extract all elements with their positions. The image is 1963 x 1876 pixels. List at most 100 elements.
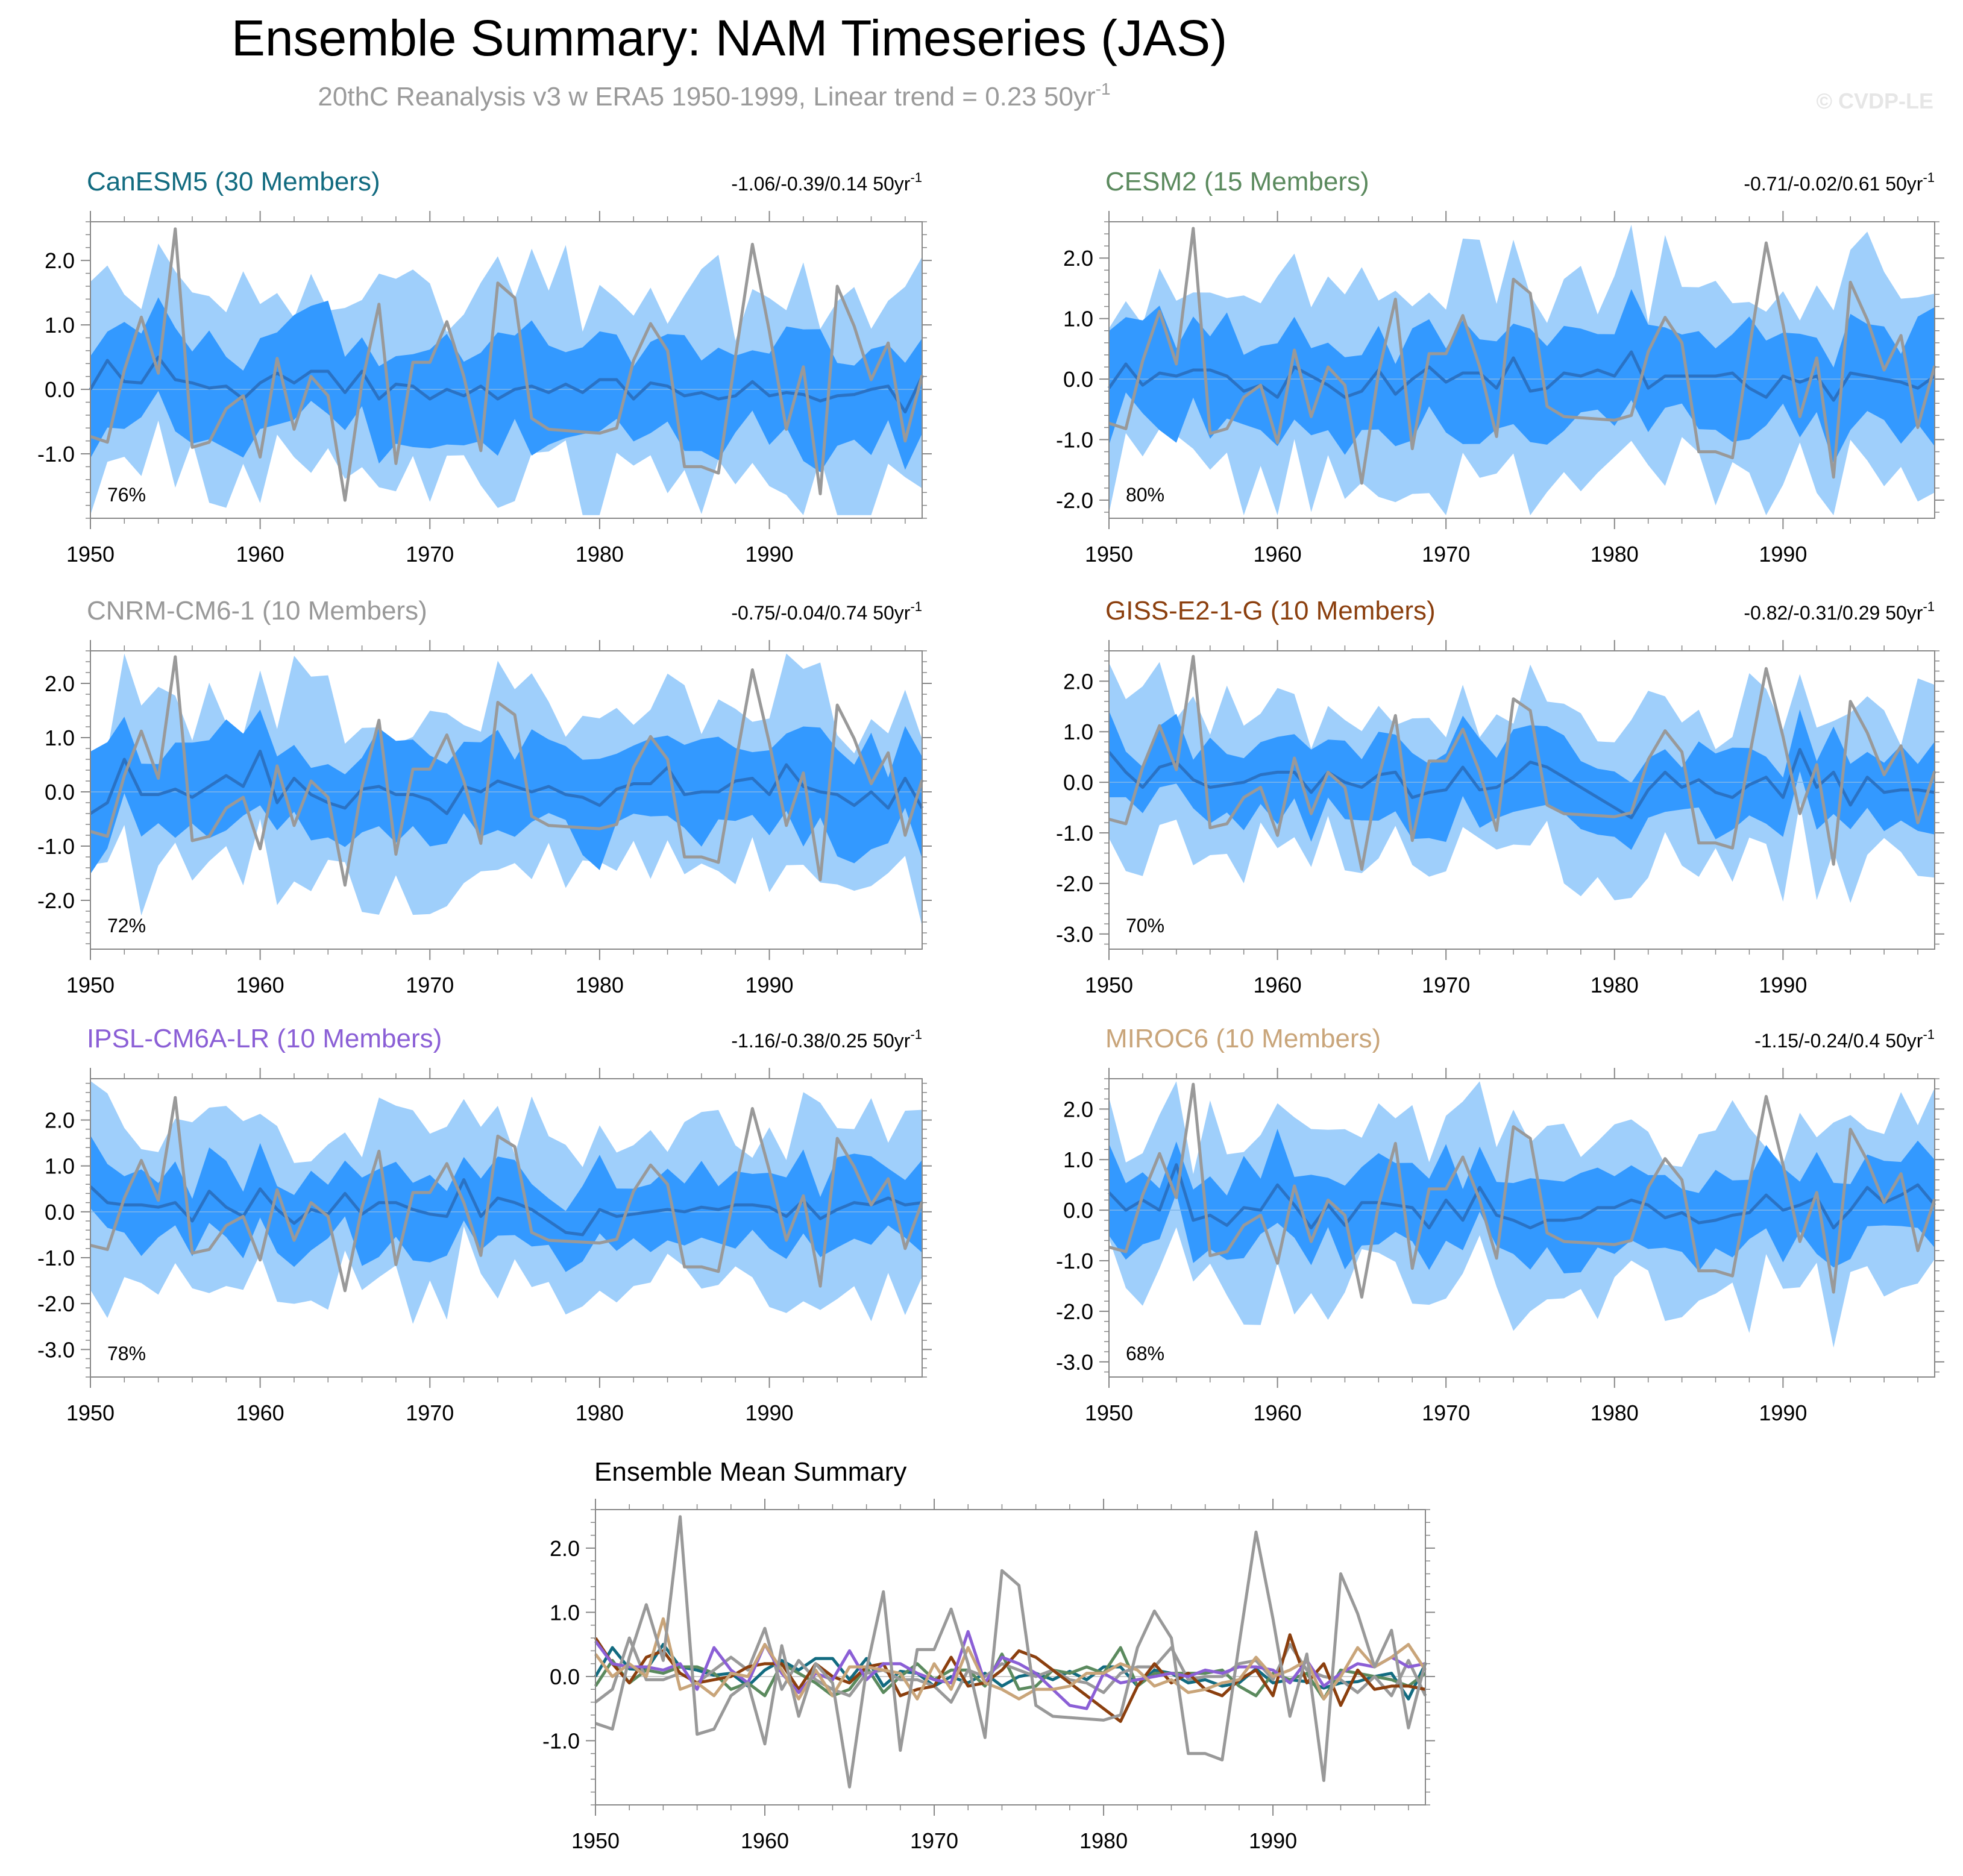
y-tick-label: -1.0 xyxy=(37,834,75,859)
panel-title: Ensemble Mean Summary xyxy=(594,1457,906,1487)
observed-line xyxy=(90,227,924,502)
x-tick-label: 1960 xyxy=(236,542,284,566)
figure-subtitle: 20thC Reanalysis v3 w ERA5 1950-1999, Li… xyxy=(318,80,1110,111)
y-tick-label: 0.0 xyxy=(1063,1198,1093,1223)
percent-label: 68% xyxy=(1126,1343,1164,1364)
x-tick-label: 1990 xyxy=(745,973,793,997)
ensemble-mean-line xyxy=(1108,1163,1936,1229)
watermark: © CVDP-LE xyxy=(1816,89,1933,113)
observed-line xyxy=(90,1096,924,1293)
x-tick-label: 1970 xyxy=(406,542,454,566)
x-tick-label: 1960 xyxy=(1254,973,1302,997)
x-tick-label: 1960 xyxy=(236,973,284,997)
ensemble-mean-line xyxy=(1108,748,1935,820)
inner-spread-band xyxy=(1109,1129,1935,1273)
x-tick-label: 1950 xyxy=(1085,542,1133,566)
x-tick-label: 1990 xyxy=(745,1401,793,1425)
panel-cnrm-cm6-1: -2.0 -1.0 0.0 1.0 2.0 1950 1960 1970 1980 1990 CNR… xyxy=(37,596,932,997)
series-line-cesm2 xyxy=(594,1646,1427,1701)
observed-line xyxy=(1108,1082,1936,1299)
percent-label: 72% xyxy=(107,915,146,936)
y-tick-label: -1.0 xyxy=(1056,1249,1093,1273)
plot-frame xyxy=(595,1509,1426,1805)
x-tick-label: 1970 xyxy=(406,1401,454,1425)
y-tick-label: -2.0 xyxy=(37,888,75,913)
trend-label: -1.15/-0.24/0.4 50yr-1 xyxy=(1754,1027,1935,1052)
percent-label: 80% xyxy=(1126,484,1164,506)
y-tick-label: 2.0 xyxy=(550,1536,580,1561)
trend-value: -0.75/-0.04/0.74 50yr xyxy=(731,602,910,624)
x-tick-label: 1950 xyxy=(571,1828,620,1853)
ensemble-mean-line xyxy=(1107,350,1936,402)
trend-label: -0.82/-0.31/0.29 50yr-1 xyxy=(1744,599,1935,624)
y-tick-label: -2.0 xyxy=(1056,871,1093,896)
y-tick-label: 1.0 xyxy=(550,1600,580,1625)
panel-title: CESM2 (15 Members) xyxy=(1105,167,1369,196)
x-tick-label: 1970 xyxy=(910,1828,958,1853)
trend-unit-exponent: -1 xyxy=(910,170,922,185)
trend-label: -0.75/-0.04/0.74 50yr-1 xyxy=(731,599,922,624)
x-tick-label: 1960 xyxy=(1254,542,1302,566)
x-tick-label: 1980 xyxy=(576,542,624,566)
x-tick-label: 1950 xyxy=(66,973,115,997)
y-tick-label: -2.0 xyxy=(1056,488,1093,513)
y-tick-label: 1.0 xyxy=(1063,720,1093,744)
inner-spread-band xyxy=(1109,709,1935,850)
plot-frame xyxy=(90,221,923,519)
x-tick-label: 1960 xyxy=(741,1828,789,1853)
ensemble-mean-line xyxy=(89,750,924,815)
x-tick-label: 1990 xyxy=(1759,542,1807,566)
trend-value: -0.82/-0.31/0.29 50yr xyxy=(1744,602,1923,624)
x-tick-label: 1970 xyxy=(1422,542,1470,566)
y-tick-label: -1.0 xyxy=(542,1728,580,1753)
percent-label: 70% xyxy=(1126,915,1164,936)
x-tick-label: 1990 xyxy=(745,542,793,566)
trend-value: -1.15/-0.24/0.4 50yr xyxy=(1754,1030,1923,1052)
y-tick-label: 2.0 xyxy=(45,248,75,273)
trend-unit-exponent: -1 xyxy=(910,1027,922,1042)
y-tick-label: 0.0 xyxy=(45,1200,75,1225)
y-tick-label: 2.0 xyxy=(1063,246,1093,271)
y-tick-label: 2.0 xyxy=(45,1108,75,1133)
x-tick-label: 1980 xyxy=(576,1401,624,1425)
trend-label: -0.71/-0.02/0.61 50yr-1 xyxy=(1744,170,1935,195)
series-line-ipsl-cm6a-lr xyxy=(594,1630,1426,1710)
y-tick-label: 2.0 xyxy=(1063,1097,1093,1122)
x-tick-label: 1960 xyxy=(1254,1401,1302,1425)
trend-value: -1.16/-0.38/0.25 50yr xyxy=(731,1030,910,1052)
trend-unit-exponent: -1 xyxy=(1923,599,1935,614)
y-tick-label: -2.0 xyxy=(1056,1299,1093,1324)
y-tick-label: -1.0 xyxy=(1056,427,1093,452)
series-line-miroc6 xyxy=(594,1617,1427,1701)
panel-canesm5: -1.0 0.0 1.0 2.0 1950 1960 1970 1980 1990 CanESM5… xyxy=(37,167,932,566)
y-tick-label: 0.0 xyxy=(45,780,75,805)
x-tick-label: 1990 xyxy=(1759,973,1807,997)
trend-unit-exponent: -1 xyxy=(1923,170,1935,185)
x-tick-label: 1950 xyxy=(66,1401,115,1425)
y-tick-label: 1.0 xyxy=(1063,1147,1093,1172)
x-tick-label: 1980 xyxy=(1591,542,1639,566)
x-tick-label: 1970 xyxy=(1422,973,1470,997)
inner-spread-band xyxy=(90,1135,922,1272)
x-tick-label: 1960 xyxy=(236,1401,284,1425)
series-line-observed xyxy=(595,1515,1427,1789)
panel-cesm2: -2.0 -1.0 0.0 1.0 2.0 1950 1960 1970 1980 1990 CES… xyxy=(1056,167,1944,566)
plot-frame xyxy=(90,650,923,950)
y-tick-label: 0.0 xyxy=(550,1664,580,1689)
y-tick-label: 1.0 xyxy=(1063,307,1093,331)
observed-line xyxy=(90,655,924,887)
x-tick-label: 1990 xyxy=(1759,1401,1807,1425)
y-tick-label: 1.0 xyxy=(45,1154,75,1179)
inner-spread-band xyxy=(90,297,922,472)
panel-giss-e2-1-g: -3.0 -2.0 -1.0 0.0 1.0 2.0 1950 1960 1970 1980 199… xyxy=(1056,596,1944,997)
trend-unit-exponent: -1 xyxy=(1923,1027,1935,1042)
panels: -1.0 0.0 1.0 2.0 1950 1960 1970 1980 1990 CanESM5… xyxy=(37,167,1944,1853)
percent-label: 78% xyxy=(107,1343,146,1364)
ensemble-mean-line xyxy=(89,356,924,413)
y-tick-label: -1.0 xyxy=(37,1246,75,1270)
trend-unit-exponent: -1 xyxy=(910,599,922,614)
y-tick-label: -1.0 xyxy=(37,442,75,466)
y-tick-label: 1.0 xyxy=(45,313,75,337)
x-tick-label: 1950 xyxy=(66,542,115,566)
